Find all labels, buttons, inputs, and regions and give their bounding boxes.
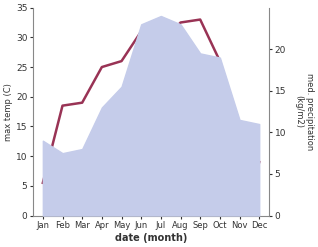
Y-axis label: med. precipitation
(kg/m2): med. precipitation (kg/m2) bbox=[294, 73, 314, 150]
X-axis label: date (month): date (month) bbox=[115, 233, 187, 243]
Y-axis label: max temp (C): max temp (C) bbox=[4, 83, 13, 141]
